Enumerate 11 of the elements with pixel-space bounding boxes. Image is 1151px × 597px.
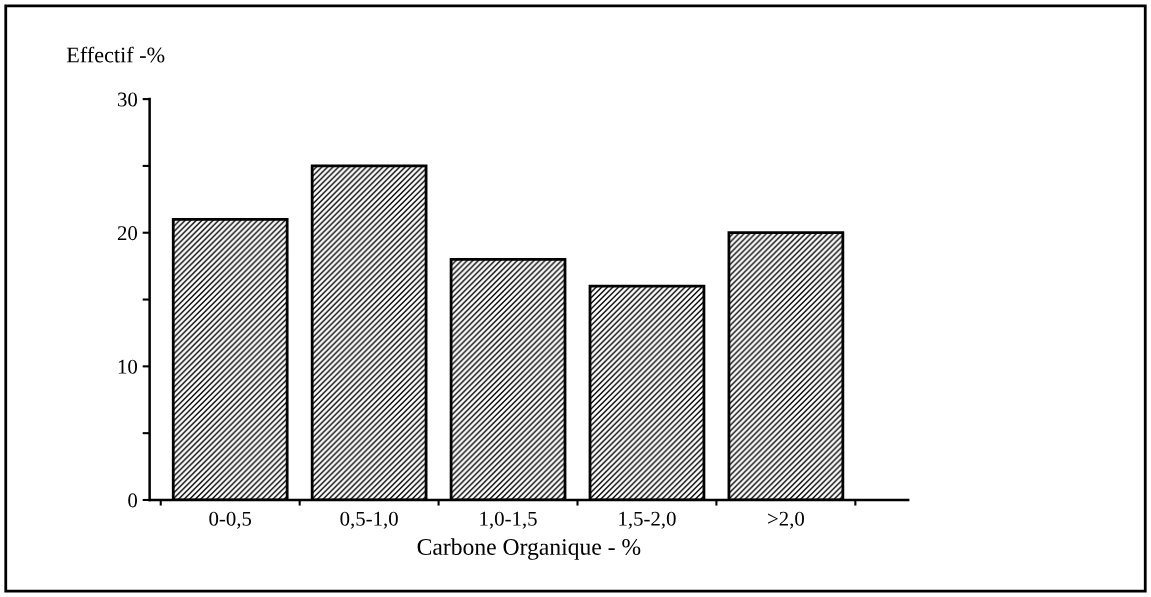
x-tick-label: >2,0 (768, 511, 804, 529)
y-tick-label: 30 (117, 92, 138, 107)
x-axis-title: Carbone Organique - % (417, 538, 641, 560)
x-tick-label: 0-0,5 (209, 511, 252, 529)
y-tick-label: 10 (118, 359, 138, 374)
x-tick-label: 1,0-1,5 (480, 511, 537, 529)
x-tick-label: 1,5-2,0 (619, 511, 676, 529)
y-tick-label: 0 (128, 493, 138, 508)
x-tick-label: 0,5-1,0 (340, 511, 398, 529)
y-tick-label: 20 (117, 226, 138, 241)
y-axis-title: Effectif -% (66, 46, 165, 63)
